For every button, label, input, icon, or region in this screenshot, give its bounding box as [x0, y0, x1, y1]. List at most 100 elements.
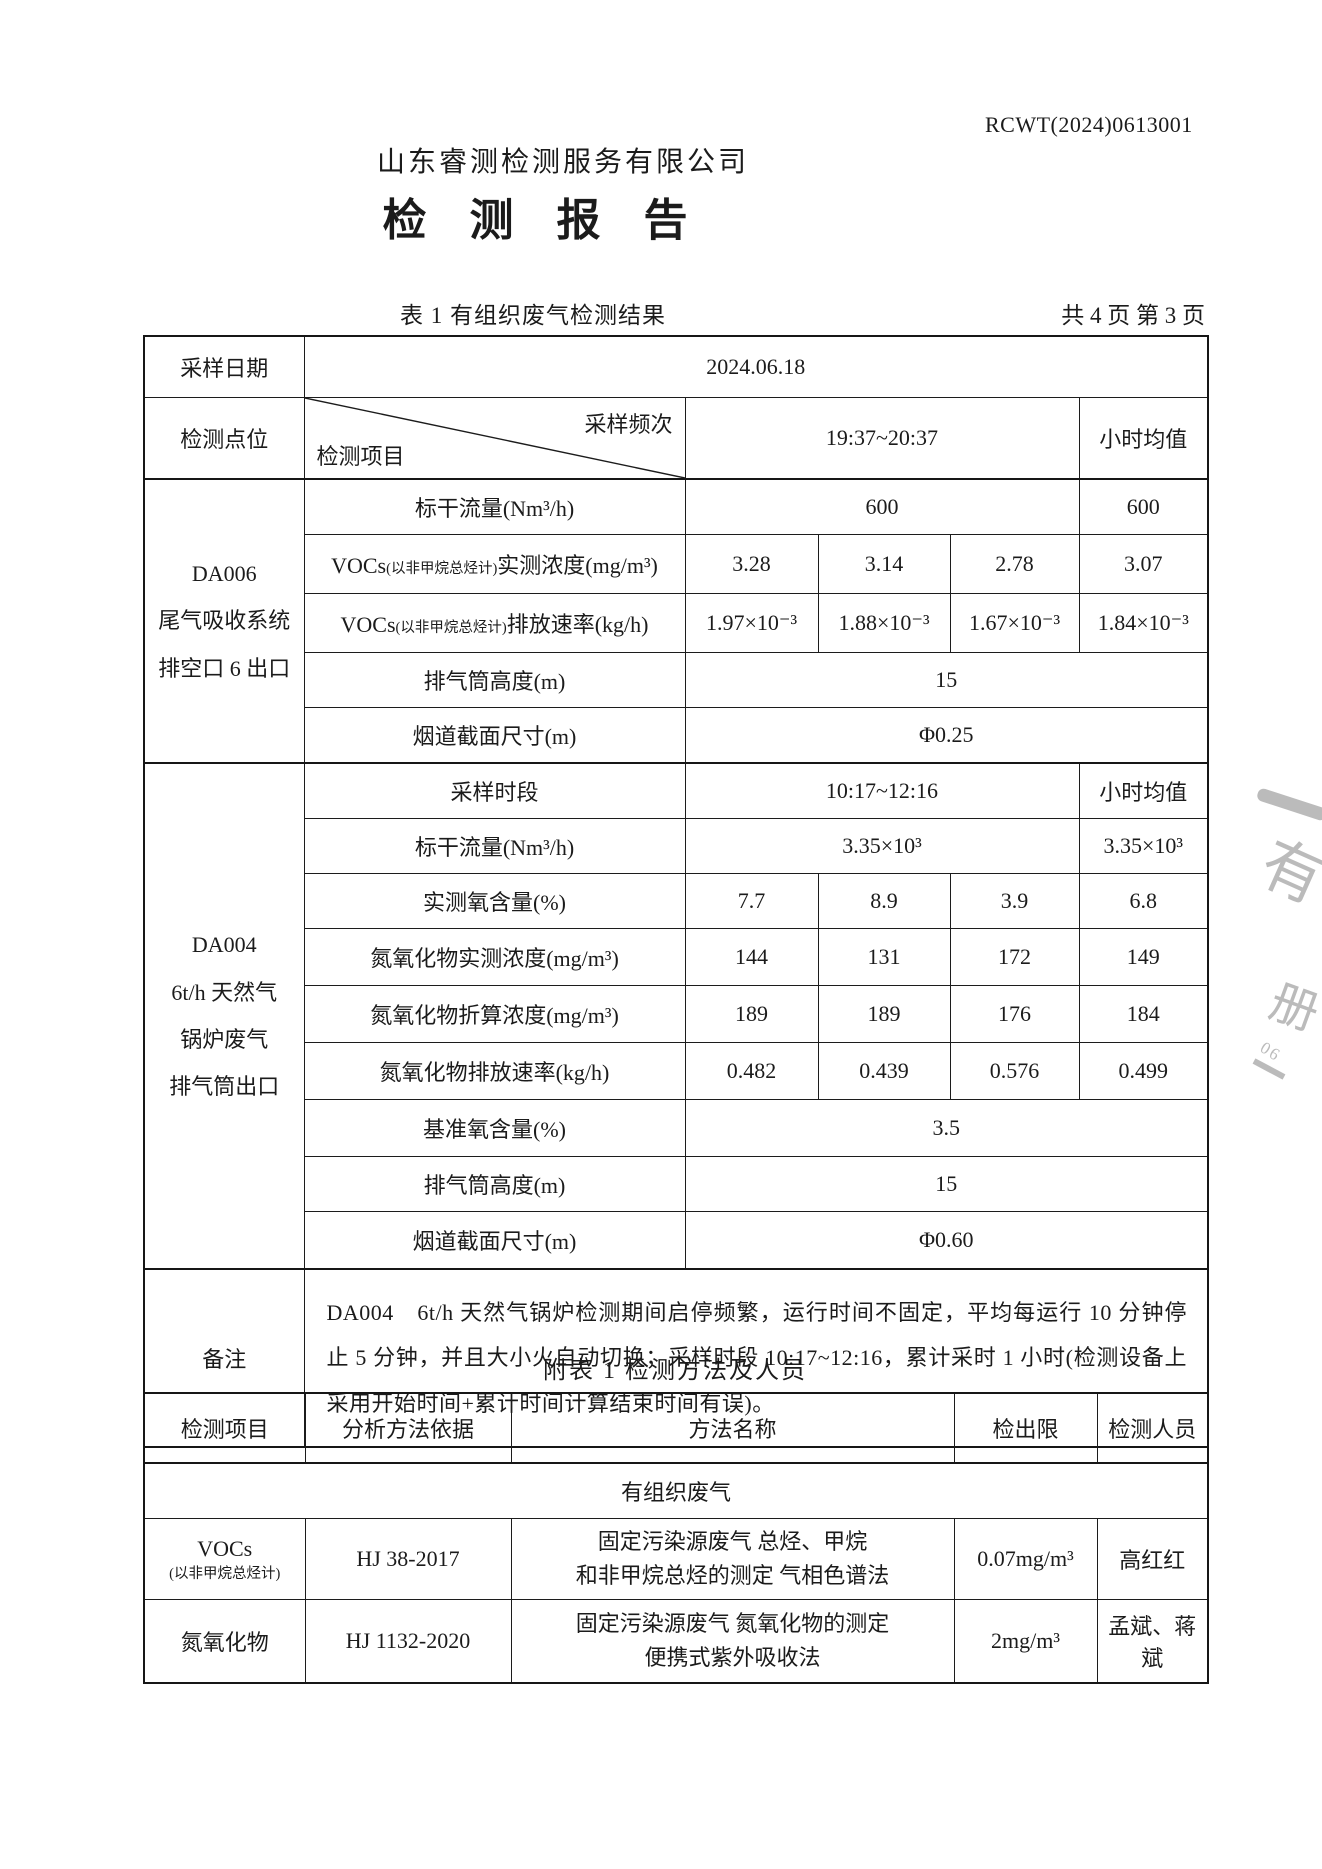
col-header: 方法名称	[510, 1392, 955, 1464]
table-row: 有组织废气	[143, 1462, 1209, 1519]
cell-avg: 3.35×10³	[1078, 818, 1209, 874]
table-row: 实测氧含量(%) 7.7 8.9 3.9 6.8	[144, 873, 1209, 929]
page-title: 检 测 报 告	[382, 196, 704, 245]
col-header: 分析方法依据	[304, 1392, 512, 1464]
cell-value: 189	[817, 985, 951, 1043]
da006-point-cell: DA006 尾气吸收系统 排空口 6 出口	[143, 478, 305, 764]
method-line: 固定污染源废气 氮氧化物的测定	[575, 1610, 890, 1636]
method-line: 便携式紫外吸收法	[644, 1645, 821, 1670]
table-row: 检测项目 分析方法依据 方法名称 检出限 检测人员	[143, 1392, 1209, 1464]
point-line: 锅炉废气	[180, 1027, 269, 1052]
row-label: 标干流量(Nm³/h)	[303, 478, 686, 535]
row-label: 排气筒高度(m)	[303, 652, 686, 708]
table-row: 采样日期 2024.06.18	[143, 335, 1209, 398]
col-header: 检测人员	[1096, 1392, 1209, 1464]
table-row: 基准氧含量(%) 3.5	[144, 1099, 1209, 1157]
da004-period: 10:17~12:16	[684, 762, 1080, 819]
cell-value: 0.576	[949, 1042, 1080, 1100]
report-number: RCWT(2024)0613001	[985, 112, 1193, 137]
table-row: 排气筒高度(m) 15	[144, 1156, 1209, 1212]
results-table: 采样日期 2024.06.18 检测点位 采样频次 检测项目 19:37~20:…	[143, 335, 1209, 1448]
cell-avg: 6.8	[1078, 873, 1209, 929]
cell-value: 15	[684, 1156, 1209, 1212]
table-row: 氮氧化物折算浓度(mg/m³) 189 189 176 184	[144, 985, 1209, 1043]
da004-point-cell: DA004 6t/h 天然气 锅炉废气 排气筒出口	[143, 762, 305, 1270]
cell-value: 176	[949, 985, 1080, 1043]
point-line: 6t/h 天然气	[171, 979, 278, 1005]
table-row: 烟道截面尺寸(m) Φ0.25	[144, 707, 1209, 764]
point-label: 检测点位	[143, 397, 305, 480]
table-row: VOCs (以非甲烷总烃计) HJ 38-2017 固定污染源废气 总烃、甲烷 …	[143, 1518, 1209, 1600]
row-label: 氮氧化物实测浓度(mg/m³)	[303, 928, 686, 986]
cell-avg: 0.499	[1078, 1042, 1209, 1100]
methods-table: 检测项目 分析方法依据 方法名称 检出限 检测人员 有组织废气 VOCs (以非…	[143, 1392, 1209, 1684]
point-line: DA006	[191, 561, 257, 587]
table-row: 氮氧化物排放速率(kg/h) 0.482 0.439 0.576 0.499	[144, 1042, 1209, 1100]
point-line: 排气筒出口	[169, 1074, 280, 1100]
row-label: VOCs(以非甲烷总烃计)实测浓度(mg/m³)	[303, 534, 686, 594]
frequency-label: 采样频次	[584, 412, 673, 437]
cell-value: 1.67×10⁻³	[949, 593, 1080, 653]
row-label: 氮氧化物排放速率(kg/h)	[303, 1042, 686, 1100]
limit-cell: 2mg/m³	[953, 1599, 1098, 1684]
section-header: 有组织废气	[143, 1462, 1209, 1519]
row-label: 基准氧含量(%)	[303, 1099, 686, 1157]
cell-value: 2.78	[949, 534, 1080, 594]
item-label: 检测项目	[316, 444, 405, 469]
cell-value: 1.88×10⁻³	[817, 593, 951, 653]
col-header: 检出限	[953, 1392, 1098, 1464]
cell-value: 189	[684, 985, 819, 1043]
method-line: 和非甲烷总烃的测定 气相色谱法	[575, 1563, 890, 1588]
cell-value: 3.5	[684, 1099, 1209, 1157]
label-part: VOCs	[340, 612, 396, 637]
method-line: 固定污染源废气 总烃、甲烷	[597, 1528, 868, 1554]
stamp-character: 册	[1262, 973, 1322, 1043]
cell-value: 15	[684, 652, 1209, 708]
label-part: VOCs	[331, 553, 387, 578]
point-line: DA004	[191, 932, 257, 958]
point-line: 排空口 6 出口	[158, 655, 291, 681]
cell-value: Φ0.25	[684, 707, 1209, 764]
sampling-date-label: 采样日期	[143, 335, 305, 398]
row-label: 烟道截面尺寸(m)	[303, 1211, 686, 1270]
person-cell: 高红红	[1096, 1518, 1209, 1600]
row-label: VOCs(以非甲烷总烃计)排放速率(kg/h)	[303, 593, 686, 653]
table-row: 氮氧化物 HJ 1132-2020 固定污染源废气 氮氧化物的测定 便携式紫外吸…	[143, 1599, 1209, 1684]
cell-value: 8.9	[817, 873, 951, 929]
table-row: 排气筒高度(m) 15	[144, 652, 1209, 708]
table2-caption: 附表 1 检测方法及人员	[543, 1358, 807, 1384]
row-label: 实测氧含量(%)	[303, 873, 686, 929]
cell-value: 3.28	[684, 534, 819, 594]
hourly-avg-label: 小时均值	[1078, 762, 1209, 819]
label-part-small: (以非甲烷总烃计)	[386, 561, 498, 577]
cell-value: Φ0.60	[684, 1211, 1209, 1270]
table-row: DA006 尾气吸收系统 排空口 6 出口 标干流量(Nm³/h) 600 60…	[143, 478, 1209, 764]
cell-value: 144	[684, 928, 819, 986]
da006-period: 19:37~20:37	[684, 397, 1080, 480]
person-cell: 孟斌、蒋斌	[1096, 1599, 1209, 1684]
cell-value: 3.35×10³	[684, 818, 1080, 874]
col-header: 检测项目	[143, 1392, 306, 1464]
row-label: 标干流量(Nm³/h)	[303, 818, 686, 874]
limit-cell: 0.07mg/m³	[953, 1518, 1098, 1600]
label-part: 排放速率(kg/h)	[506, 612, 649, 637]
table-row: VOCs(以非甲烷总烃计)实测浓度(mg/m³) 3.28 3.14 2.78 …	[144, 534, 1209, 594]
cell-avg: 149	[1078, 928, 1209, 986]
cell-avg: 3.07	[1078, 534, 1209, 594]
basis-cell: HJ 38-2017	[304, 1518, 512, 1600]
table-row: 氮氧化物实测浓度(mg/m³) 144 131 172 149	[144, 928, 1209, 986]
cell-value: 172	[949, 928, 1080, 986]
item-main: VOCs	[197, 1535, 253, 1561]
page-count: 共 4 页 第 3 页	[1061, 303, 1205, 328]
company-name: 山东睿测检测服务有限公司	[376, 147, 749, 178]
hourly-avg-label: 小时均值	[1078, 397, 1209, 480]
table-row: DA004 6t/h 天然气 锅炉废气 排气筒出口 采样时段 10:17~12:…	[143, 762, 1209, 1270]
cell-value: 0.482	[684, 1042, 819, 1100]
cell-value: 1.97×10⁻³	[684, 593, 819, 653]
item-cell: 氮氧化物	[143, 1599, 306, 1684]
row-label: 氮氧化物折算浓度(mg/m³)	[303, 985, 686, 1043]
cell-value: 131	[817, 928, 951, 986]
method-cell: 固定污染源废气 氮氧化物的测定 便携式紫外吸收法	[510, 1599, 955, 1684]
item-small: (以非甲烷总烃计)	[169, 1565, 281, 1582]
